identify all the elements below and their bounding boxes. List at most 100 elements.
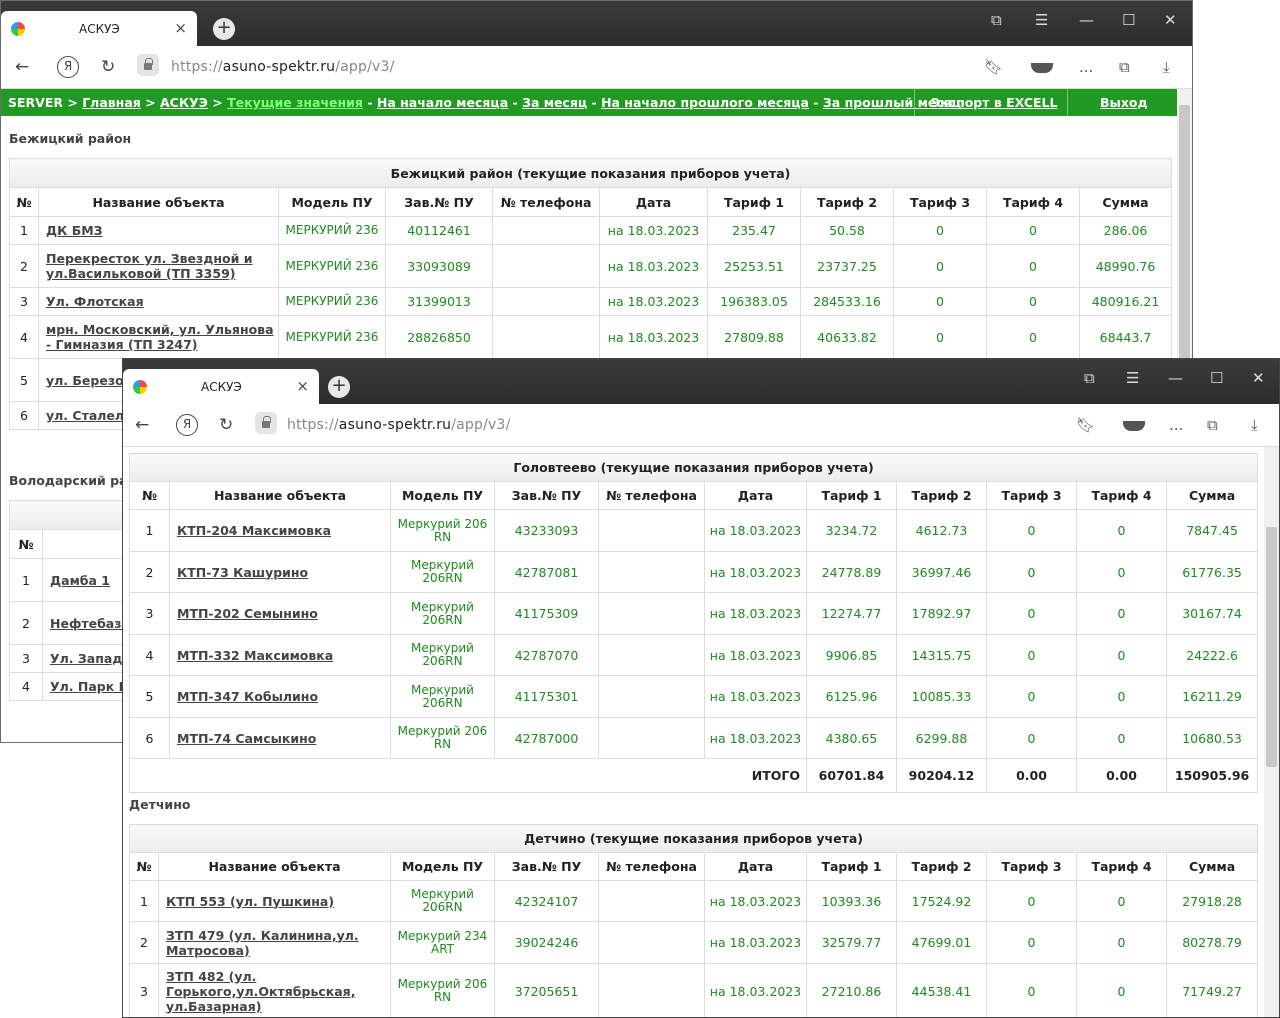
tariff-4: 0 (986, 287, 1080, 316)
object-link[interactable]: Нефтебаза (50, 615, 130, 631)
nav-prev-month-link[interactable]: За прошлый месяц (822, 95, 962, 110)
object-link[interactable]: ул. Березов (46, 372, 132, 388)
url-field[interactable]: https://asuno-spektr.ru/app/v3/ (171, 59, 395, 75)
more-icon[interactable]: ... (1169, 416, 1184, 434)
row-number: 3 (129, 963, 159, 1017)
close-tab-icon[interactable]: × (296, 377, 309, 395)
section-title: Володарский рай (9, 473, 137, 488)
minimize-icon[interactable]: — (1079, 11, 1094, 29)
lock-icon[interactable] (137, 54, 159, 76)
collections-icon[interactable]: ⧉ (1207, 416, 1218, 434)
back-icon[interactable]: ← (15, 57, 30, 77)
more-icon[interactable]: ... (1079, 58, 1094, 76)
tariff-2: 23737.25 (800, 244, 894, 288)
tariff-4: 0 (1076, 551, 1167, 593)
tariff-4: 0 (1076, 634, 1167, 676)
nav-prev-month-start-link[interactable]: На начало прошлого месяца (601, 95, 809, 110)
object-link[interactable]: Дамба 1 (50, 572, 110, 588)
table-row: 4 мрн. Московский, ул. Ульянова - Гимнази… (9, 315, 1173, 359)
object-link[interactable]: Перекресток ул. Звездной и ул.Васильково… (46, 251, 253, 281)
browser-tab[interactable]: АСКУЭ × (1, 11, 197, 46)
object-link[interactable]: КТП-73 Кашурино (177, 564, 309, 580)
table-row: 5 МТП-347 Кобылино Меркурий 206RN 41175301 н… (129, 675, 1259, 718)
object-link[interactable]: МТП-74 Самсыкино (177, 730, 317, 746)
tariff-3: 0 (986, 509, 1077, 552)
nav-current-link[interactable]: Текущие значения (227, 95, 363, 110)
object-link[interactable]: Ул. Флотская (46, 294, 144, 309)
sum: 48990.76 (1078, 244, 1173, 288)
maximize-icon[interactable]: ☐ (1210, 369, 1224, 387)
logout-link[interactable]: Выход (1100, 95, 1148, 110)
tariff-1: 196383.05 (707, 287, 801, 316)
close-icon[interactable]: ✕ (1252, 369, 1265, 387)
nav-bar: SERVER > Главная > АСКУЭ > Текущие значе… (1, 89, 1177, 116)
object-link[interactable]: Ул. Западн (50, 651, 132, 666)
nav-month-start-link[interactable]: На начало месяца (376, 95, 509, 110)
meter-model: МЕРКУРИЙ 236 (278, 315, 386, 359)
tariff-3: 0 (986, 551, 1077, 593)
new-tab-icon[interactable]: + (328, 376, 350, 398)
maximize-icon[interactable]: ☐ (1122, 11, 1136, 29)
url-field[interactable]: https://asuno-spektr.ru/app/v3/ (287, 417, 511, 433)
divider (914, 89, 915, 116)
address-bar: ← Я ↻ https://asuno-spektr.ru/app/v3/ 🔖︎… (1, 46, 1192, 89)
nav-month-link[interactable]: За месяц (522, 95, 588, 110)
object-link[interactable]: ЗТП 482 (ул. Горького,ул.Октябрьская, ул… (166, 968, 356, 1014)
title-bar: АСКУЭ × + ⧉ ☰ — ☐ ✕ (1, 1, 1192, 46)
download-icon[interactable]: ⤓ (1163, 58, 1170, 76)
new-tab-icon[interactable]: + (213, 18, 235, 40)
object-link[interactable]: МТП-202 Семынино (177, 606, 318, 621)
sum: 10680.53 (1165, 717, 1259, 759)
close-icon[interactable]: ✕ (1164, 11, 1177, 29)
extension-icon[interactable] (1123, 421, 1145, 431)
bookmark-icon[interactable]: 🔖︎ (984, 58, 1004, 76)
tariff-2: 284533.16 (800, 287, 894, 316)
object-link[interactable]: ЗТП 479 (ул. Калинина,ул. Матросова) (166, 927, 359, 958)
col-header: Тариф 2 (896, 481, 987, 510)
scrollbar[interactable] (1264, 447, 1279, 1017)
meter-model: Меркурий 206RN (390, 592, 495, 635)
object-link[interactable]: Ул. Парк Е (50, 679, 128, 694)
tariff-3: 0 (986, 634, 1077, 676)
tabs-icon[interactable]: ⧉ (991, 11, 1002, 29)
back-icon[interactable]: ← (135, 415, 150, 435)
total-row: ИТОГО 60701.84 90204.12 0.00 0.00 150905… (129, 758, 1259, 793)
yandex-icon[interactable]: Я (57, 56, 79, 78)
object-link[interactable]: ул. Сталели (46, 408, 133, 423)
object-link[interactable]: МТП-332 Максимовка (177, 647, 334, 663)
download-icon[interactable]: ⤓ (1251, 416, 1258, 434)
reload-icon[interactable]: ↻ (219, 415, 234, 435)
col-header: Сумма (1165, 481, 1259, 510)
yandex-icon[interactable]: Я (176, 414, 198, 436)
nav-askue-link[interactable]: АСКУЭ (160, 95, 208, 110)
meter-serial: 28826850 (385, 315, 493, 359)
reload-icon[interactable]: ↻ (101, 57, 116, 77)
object-link[interactable]: КТП-204 Максимовка (177, 523, 331, 538)
minimize-icon[interactable]: — (1168, 369, 1183, 387)
col-header: Название объекта (38, 187, 279, 217)
nav-home-link[interactable]: Главная (82, 95, 141, 110)
col-header: Сумма (1165, 852, 1259, 881)
lock-icon[interactable] (255, 412, 277, 434)
phone-number (598, 675, 705, 718)
reading-date: на 18.03.2023 (704, 921, 807, 964)
col-header: № телефона (598, 481, 705, 510)
tabs-icon[interactable]: ⧉ (1084, 369, 1095, 387)
menu-icon[interactable]: ☰ (1126, 369, 1140, 387)
export-excel-link[interactable]: Экспорт в EXCELL (931, 95, 1058, 110)
object-link[interactable]: КТП 553 (ул. Пушкина) (166, 893, 335, 909)
collections-icon[interactable]: ⧉ (1119, 58, 1130, 76)
object-link[interactable]: ДК БМЗ (46, 223, 103, 238)
object-link[interactable]: мрн. Московский, ул. Ульянова - Гимназия… (46, 322, 274, 352)
menu-icon[interactable]: ☰ (1035, 11, 1049, 29)
reading-date: на 18.03.2023 (599, 287, 708, 316)
extension-icon[interactable] (1031, 63, 1053, 73)
browser-tab[interactable]: АСКУЭ × (123, 369, 319, 404)
close-tab-icon[interactable]: × (174, 19, 187, 37)
tariff-1: 24778.89 (806, 551, 897, 593)
object-link[interactable]: МТП-347 Кобылино (177, 689, 319, 704)
bookmark-icon[interactable]: 🔖︎ (1076, 416, 1096, 434)
scrollbar-thumb[interactable] (1266, 527, 1277, 767)
tariff-1: 12274.77 (806, 592, 897, 635)
table-row: 2 КТП-73 Кашурино Меркурий 206RN 42787081 на… (129, 551, 1259, 593)
